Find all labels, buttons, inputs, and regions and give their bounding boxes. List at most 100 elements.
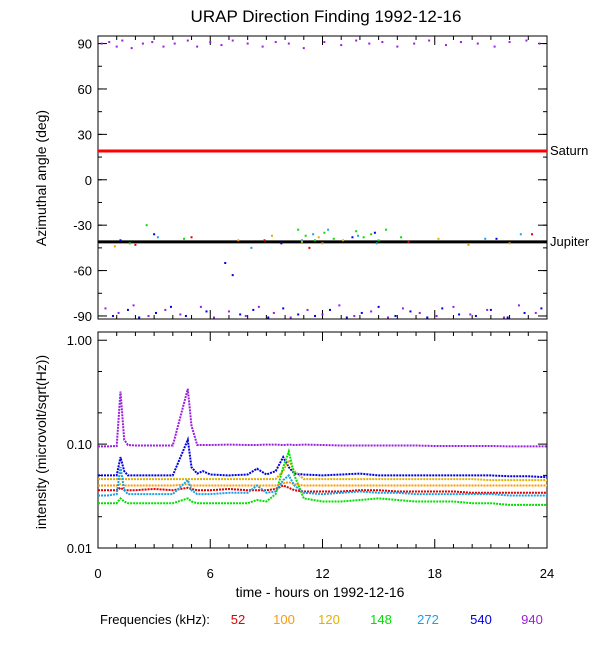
point-120khz <box>300 240 303 243</box>
point-940khz <box>108 41 111 44</box>
point-940khz <box>220 44 223 47</box>
point-940khz <box>100 42 103 45</box>
x-tick-label: 24 <box>540 566 554 581</box>
point-540khz <box>205 310 208 313</box>
intensity-line-120khz <box>98 458 547 482</box>
point-940khz <box>115 45 118 48</box>
point-940khz <box>147 314 150 317</box>
intensity-line-940khz <box>98 388 547 448</box>
point-272khz <box>375 242 378 245</box>
legend-item-940khz: 940 <box>521 612 543 627</box>
point-540khz <box>394 314 397 317</box>
point-940khz <box>469 313 472 316</box>
point-940khz <box>306 308 309 311</box>
legend-item-148khz: 148 <box>370 612 392 627</box>
top-panel: 90 60 30 0 -30 -60 -90 Saturn Jupiter Azimuthal… <box>33 35 590 324</box>
intensity-line-100khz <box>98 481 547 487</box>
point-940khz <box>132 304 135 307</box>
point-940khz <box>179 313 182 316</box>
point-148khz <box>377 239 380 242</box>
point-272khz <box>312 233 315 236</box>
point-540khz <box>377 305 380 308</box>
point-540khz <box>119 239 122 242</box>
point-540khz <box>489 308 492 311</box>
point-148khz <box>400 236 403 239</box>
point-540khz <box>169 305 172 308</box>
point-540khz <box>523 311 526 314</box>
x-tick-label: 18 <box>428 566 442 581</box>
point-940khz <box>459 41 462 44</box>
point-272khz <box>327 228 330 231</box>
point-100khz <box>237 239 240 242</box>
point-940khz <box>508 41 511 44</box>
point-940khz <box>104 307 107 310</box>
point-272khz <box>484 237 487 240</box>
point-52khz <box>308 246 311 249</box>
point-940khz <box>117 311 120 314</box>
point-940khz <box>418 311 421 314</box>
bottom-plot-frame <box>97 331 548 549</box>
point-148khz <box>183 237 186 240</box>
intensity-line-540khz <box>98 436 548 479</box>
point-272khz <box>519 233 522 236</box>
legend-item-120khz: 120 <box>318 612 340 627</box>
point-540khz <box>373 231 376 234</box>
point-940khz <box>338 304 341 307</box>
point-148khz <box>314 239 317 242</box>
top-y-tick-label: -60 <box>73 264 92 279</box>
point-100khz <box>321 242 324 245</box>
point-100khz <box>113 245 116 248</box>
point-940khz <box>287 42 290 45</box>
point-940khz <box>321 313 324 316</box>
point-540khz <box>360 311 363 314</box>
intensity-line-52khz <box>98 484 547 494</box>
point-940khz <box>340 44 343 47</box>
point-940khz <box>517 304 520 307</box>
point-940khz <box>435 314 438 317</box>
point-148khz <box>362 236 365 239</box>
point-52khz <box>407 240 410 243</box>
point-148khz <box>304 234 307 237</box>
bottom-y-axis-label: intensity (microvolt/sqrt(Hz)) <box>33 355 49 529</box>
point-148khz <box>145 224 148 227</box>
top-y-tick-label: -30 <box>73 218 92 233</box>
point-52khz <box>263 239 266 242</box>
point-940khz <box>381 41 384 44</box>
point-540khz <box>280 242 283 245</box>
x-tick-label: 6 <box>207 566 214 581</box>
point-540khz <box>506 316 509 319</box>
legend-item-100khz: 100 <box>273 612 295 627</box>
point-540khz <box>282 307 285 310</box>
point-100khz <box>467 243 470 246</box>
point-940khz <box>121 39 124 42</box>
point-940khz <box>386 316 389 319</box>
point-148khz <box>332 237 335 240</box>
point-272khz <box>300 239 303 242</box>
point-940khz <box>355 39 358 42</box>
intensity-line-272khz <box>98 467 547 497</box>
point-940khz <box>323 41 326 44</box>
point-940khz <box>199 305 202 308</box>
point-148khz <box>355 230 358 233</box>
bottom-y-tick-label: 1.00 <box>67 333 92 348</box>
point-120khz <box>437 237 440 240</box>
point-940khz <box>209 41 212 44</box>
point-940khz <box>274 41 277 44</box>
point-540khz <box>458 313 461 316</box>
point-940khz <box>289 316 292 319</box>
point-272khz <box>357 234 360 237</box>
point-540khz <box>138 316 141 319</box>
point-940khz <box>444 44 447 47</box>
point-940khz <box>164 308 167 311</box>
top-ticks: 90 60 30 0 -30 -60 -90 <box>73 36 548 324</box>
point-540khz <box>126 308 129 311</box>
point-940khz <box>396 45 399 48</box>
bottom-y-tick-label: 0.01 <box>67 541 92 556</box>
legend-items: 52 100 120 148 272 540 940 <box>231 612 543 627</box>
top-reference-lines: Saturn Jupiter <box>98 143 590 249</box>
point-940khz <box>525 39 528 42</box>
point-52khz <box>134 243 137 246</box>
point-940khz <box>173 42 176 45</box>
point-540khz <box>184 314 187 317</box>
